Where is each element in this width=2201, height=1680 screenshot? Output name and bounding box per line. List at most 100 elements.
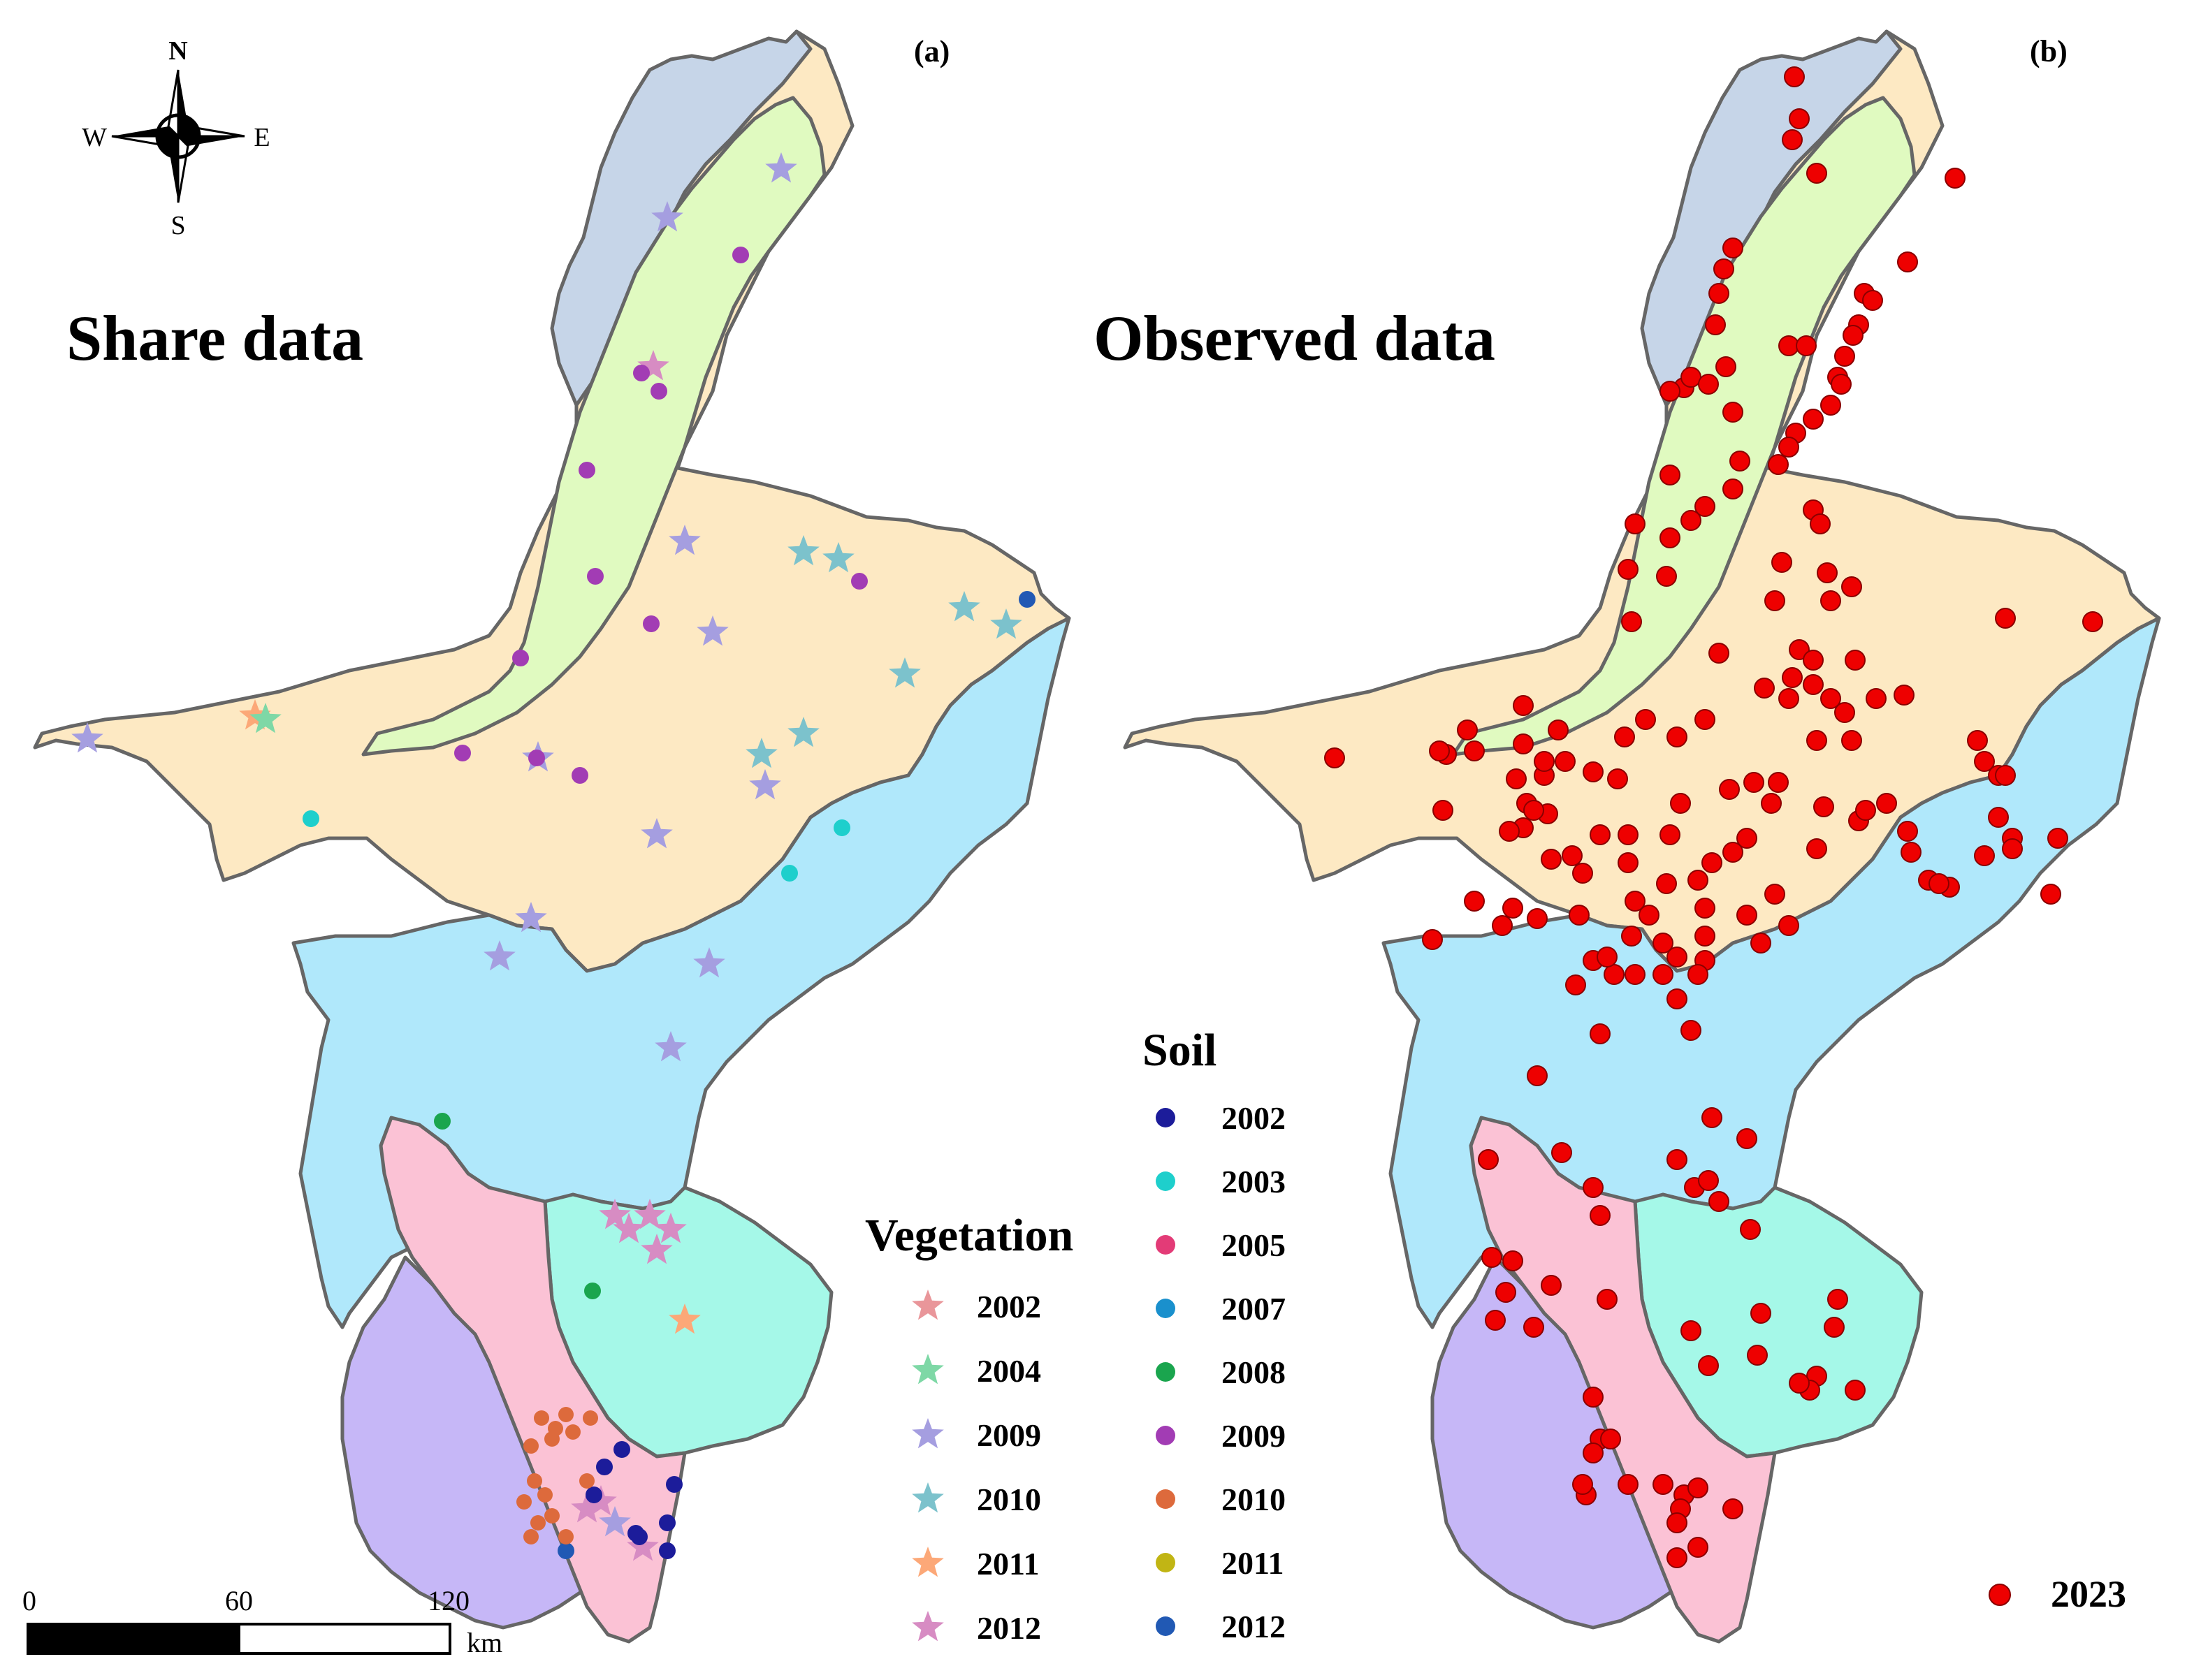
observed-sample-marker xyxy=(1562,845,1583,866)
observed-sample-marker xyxy=(1659,824,1680,845)
observed-sample-marker xyxy=(1722,402,1743,423)
vegetation-sample-marker xyxy=(571,1492,603,1523)
zone-south-pink-b xyxy=(1469,1116,1777,1644)
scale-unit: km xyxy=(467,1627,502,1658)
observed-sample-marker xyxy=(1324,747,1345,768)
observed-sample-marker xyxy=(1754,678,1775,699)
observed-sample-marker xyxy=(1806,163,1827,184)
observed-sample-marker xyxy=(1701,852,1722,873)
soil-sample-marker xyxy=(583,1410,598,1426)
compass-east-label: E xyxy=(254,123,270,152)
observed-sample-marker xyxy=(1722,1498,1743,1519)
vegetation-sample-marker xyxy=(651,201,683,232)
soil-sample-marker xyxy=(558,1529,574,1544)
observed-sample-marker xyxy=(1432,800,1453,821)
vegetation-sample-marker xyxy=(515,902,547,933)
soil-sample-marker xyxy=(613,1441,630,1458)
observed-sample-marker xyxy=(1778,688,1799,709)
observed-sample-marker xyxy=(1478,1149,1499,1170)
vegetation-sample-marker xyxy=(641,1234,673,1264)
soil-sample-marker xyxy=(303,810,319,827)
observed-sample-marker xyxy=(1600,1429,1621,1449)
observed-sample-marker xyxy=(1897,821,1918,842)
legend-soil-label: 2010 xyxy=(1221,1482,1286,1517)
panel-a-title: Share data xyxy=(66,302,363,374)
observed-sample-marker xyxy=(1687,964,1708,985)
legend-soil-marker xyxy=(1156,1299,1175,1318)
soil-sample-marker xyxy=(579,462,595,479)
observed-sample-marker xyxy=(1789,108,1810,129)
observed-sample-marker xyxy=(1635,709,1656,730)
observed-sample-marker xyxy=(1652,964,1673,985)
observed-sample-marker xyxy=(1694,898,1715,919)
observed-sample-marker xyxy=(1750,1303,1771,1324)
vegetation-sample-marker xyxy=(249,703,282,733)
observed-sample-marker xyxy=(1422,929,1443,950)
observed-sample-marker xyxy=(1834,346,1855,367)
observed-sample-marker xyxy=(1618,1474,1639,1495)
observed-sample-marker xyxy=(1771,552,1792,573)
observed-sample-marker xyxy=(1824,1317,1845,1338)
legend-vegetation-marker xyxy=(912,1547,944,1577)
observed-sample-marker xyxy=(1687,1537,1708,1558)
vegetation-sample-marker xyxy=(787,717,820,747)
observed-sample-marker xyxy=(1713,258,1734,279)
observed-sample-marker xyxy=(1551,1142,1572,1163)
panel-b-label: (b) xyxy=(2030,34,2068,68)
soil-sample-marker xyxy=(544,1508,560,1524)
vegetation-sample-marker xyxy=(627,1531,659,1561)
observed-sample-marker xyxy=(1768,454,1789,475)
soil-sample-marker xyxy=(528,750,545,766)
soil-sample-marker xyxy=(534,1410,549,1426)
legend-soil-label: 2005 xyxy=(1221,1227,1286,1263)
observed-sample-marker xyxy=(1827,1289,1848,1310)
vegetation-sample-marker xyxy=(585,1485,617,1516)
legend-vegetation-title: Vegetation xyxy=(865,1210,1073,1261)
legend-vegetation-label: 2009 xyxy=(977,1417,1041,1453)
scale-tick-0: 0 xyxy=(22,1585,36,1616)
observed-sample-marker xyxy=(1789,1373,1810,1394)
legend-soil-marker xyxy=(1156,1426,1175,1445)
observed-sample-marker xyxy=(1659,527,1680,548)
observed-sample-marker xyxy=(1778,915,1799,936)
observed-sample-marker xyxy=(1555,751,1576,772)
observed-sample-marker xyxy=(1995,608,2016,629)
observed-sample-marker xyxy=(1855,800,1876,821)
soil-sample-marker xyxy=(537,1487,553,1503)
observed-sample-marker xyxy=(1495,1282,1516,1303)
soil-sample-marker xyxy=(643,615,660,632)
soil-sample-marker xyxy=(633,365,650,381)
observed-sample-marker xyxy=(1625,964,1646,985)
vegetation-sample-marker xyxy=(697,615,729,646)
soil-sample-marker xyxy=(781,865,798,882)
observed-sample-marker xyxy=(1736,828,1757,849)
legend-observed-marker xyxy=(1989,1584,2011,1606)
observed-sample-marker xyxy=(1806,838,1827,859)
observed-sample-marker xyxy=(1722,479,1743,499)
legend-vegetation: Vegetation 2002 2004 2009 2010 2011 2012 xyxy=(865,1210,1073,1646)
observed-sample-marker xyxy=(1625,513,1646,534)
observed-sample-marker xyxy=(2082,611,2103,632)
panel-b-title: Observed data xyxy=(1094,302,1495,374)
soil-sample-marker xyxy=(558,1542,574,1559)
observed-sample-marker xyxy=(1743,772,1764,793)
soil-sample-marker xyxy=(666,1476,683,1493)
vegetation-sample-marker xyxy=(655,1213,687,1243)
observed-sample-marker xyxy=(1652,1474,1673,1495)
observed-sample-marker xyxy=(1694,496,1715,517)
vegetation-sample-marker xyxy=(749,769,781,800)
soil-sample-marker xyxy=(558,1407,574,1422)
observed-sample-marker xyxy=(1820,395,1841,416)
observed-sample-marker xyxy=(1485,1310,1506,1331)
observed-sample-marker xyxy=(1481,1247,1502,1268)
legend-vegetation-marker xyxy=(912,1611,944,1642)
observed-sample-marker xyxy=(1722,842,1743,863)
legend-vegetation-marker xyxy=(912,1482,944,1513)
observed-sample-marker xyxy=(1659,465,1680,485)
vegetation-sample-marker xyxy=(613,1213,645,1243)
vegetation-sample-marker xyxy=(693,947,725,978)
observed-sample-marker xyxy=(1897,251,1918,272)
legend-soil-label: 2003 xyxy=(1221,1164,1286,1199)
vegetation-sample-marker xyxy=(484,940,516,971)
